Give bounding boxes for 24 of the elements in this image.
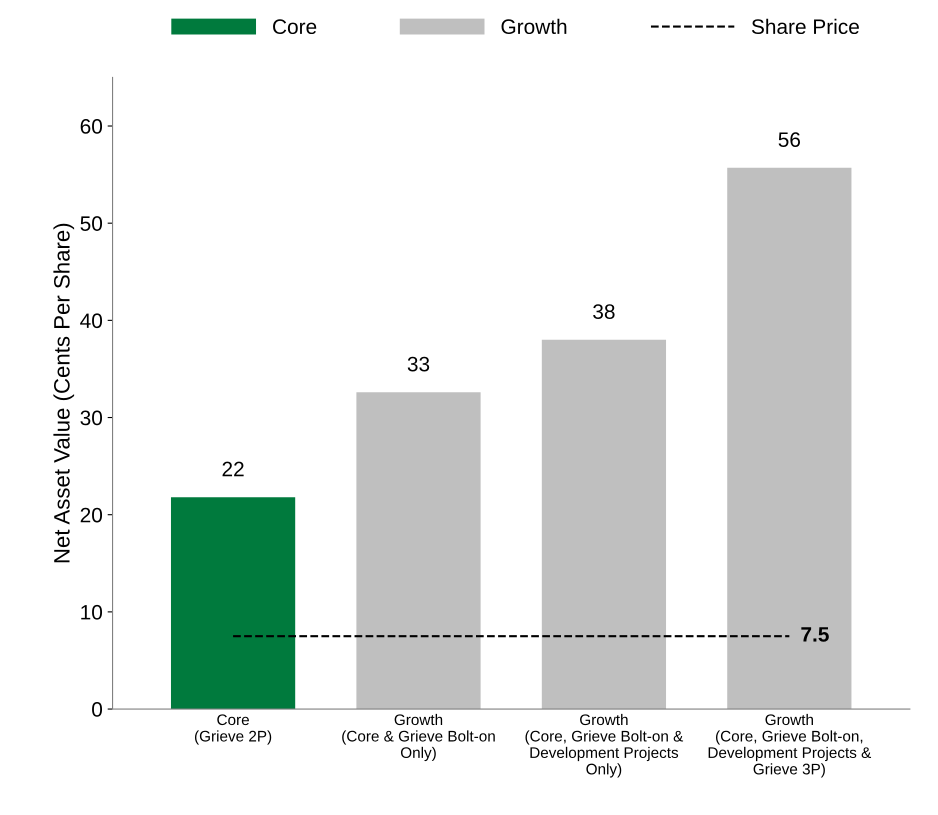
- y-axis-title: Net Asset Value (Cents Per Share): [53, 224, 74, 562]
- y-tick-label: 20: [80, 508, 102, 522]
- y-tick-label: 40: [80, 313, 102, 328]
- legend-label: Core: [273, 19, 316, 34]
- x-tick-label: Core (Grieve 2P): [194, 714, 272, 745]
- data-label: 33: [408, 356, 430, 372]
- y-tick-label: 50: [80, 216, 102, 231]
- bar: [727, 168, 852, 710]
- x-tick-label: Growth (Core & Grieve Bolt-on Only): [342, 714, 495, 762]
- y-tick-label: 30: [80, 410, 102, 426]
- y-tick-label: 10: [81, 604, 102, 620]
- bar: [356, 392, 481, 710]
- data-label: 7.5: [801, 627, 829, 642]
- legend-label: Growth: [502, 18, 566, 34]
- x-tick-label: Growth (Core, Grieve Bolt-on & Development Projects Only): [525, 714, 684, 778]
- data-label: 56: [778, 132, 800, 148]
- legend-label: Share Price: [752, 18, 859, 34]
- bar: [542, 340, 666, 710]
- y-tick-label: 0: [92, 702, 102, 717]
- data-label: 38: [593, 304, 615, 320]
- bar: [170, 497, 296, 710]
- y-tick-label: 60: [80, 119, 102, 134]
- data-label: 22: [222, 462, 244, 476]
- x-tick-label: Growth (Core, Grieve Bolt-on, Development Projects & Grieve 3P): [708, 714, 872, 778]
